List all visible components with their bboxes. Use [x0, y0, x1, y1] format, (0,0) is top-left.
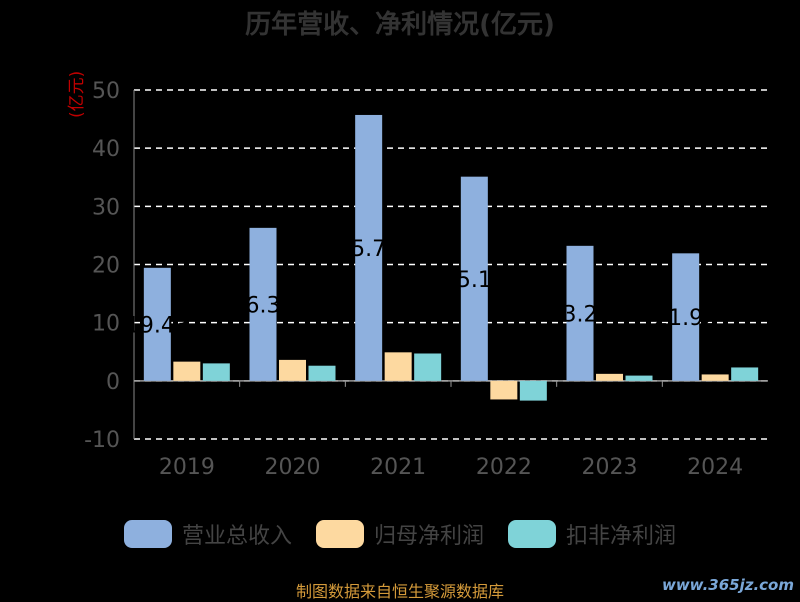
x-tick-label: 2021 [370, 455, 426, 480]
y-tick-label: 30 [92, 195, 120, 220]
bar-revenue [566, 245, 594, 381]
legend-label-net-profit: 归母净利润 [373, 524, 484, 549]
bar-net-profit [490, 380, 518, 400]
data-label: 35.10 [443, 268, 506, 293]
x-tick-label: 2020 [265, 455, 321, 480]
y-tick-label: 0 [106, 370, 120, 395]
y-tick-label: 50 [92, 79, 120, 104]
bar-net-profit [279, 359, 306, 381]
bar-net-profit [596, 373, 623, 381]
bar-deducted-profit [202, 363, 230, 381]
x-tick-label: 2023 [582, 455, 638, 480]
data-label: 19.43 [126, 313, 189, 338]
data-label: 26.30 [232, 293, 295, 318]
bar-revenue [460, 176, 488, 381]
legend: 营业总收入 归母净利润 扣非净利润 [0, 518, 800, 550]
x-tick-label: 2022 [476, 455, 532, 480]
legend-item-revenue[interactable]: 营业总收入 [123, 518, 292, 550]
y-tick-label: 40 [92, 137, 120, 162]
bar-revenue [355, 114, 383, 381]
chart-title: 历年营收、净利情况(亿元) [245, 10, 555, 40]
legend-swatch-revenue [123, 520, 172, 548]
data-label: 45.71 [337, 237, 400, 262]
bar-deducted-profit [308, 365, 336, 381]
x-tick-label: 2024 [687, 455, 743, 480]
bar-revenue [672, 253, 700, 381]
bar-deducted-profit [625, 375, 653, 381]
legend-item-net-profit[interactable]: 归母净利润 [315, 518, 484, 550]
watermark: www.365jz.com [661, 576, 794, 594]
legend-label-deducted-profit: 扣非净利润 [566, 524, 677, 549]
bar-revenue [143, 267, 171, 381]
legend-swatch-net-profit [315, 520, 364, 548]
y-tick-label: 10 [92, 312, 120, 337]
y-tick-label: -10 [84, 428, 120, 453]
bar-net-profit [173, 361, 201, 381]
bar-revenue [249, 227, 277, 381]
legend-label-revenue: 营业总收入 [181, 524, 292, 549]
data-label: 23.21 [549, 302, 612, 327]
source-note: 制图数据来自恒生聚源数据库 [295, 582, 504, 601]
x-tick-label: 2019 [159, 455, 215, 480]
bar-deducted-profit [731, 367, 759, 381]
bar-net-profit [384, 352, 412, 381]
data-label: 21.92 [654, 306, 717, 331]
bar-deducted-profit [519, 380, 547, 401]
bar-net-profit [701, 374, 729, 381]
y-tick-label: 20 [92, 254, 120, 279]
bar-deducted-profit [414, 353, 442, 381]
legend-item-deducted-profit[interactable]: 扣非净利润 [508, 518, 676, 550]
legend-swatch-deducted-profit [508, 520, 556, 548]
